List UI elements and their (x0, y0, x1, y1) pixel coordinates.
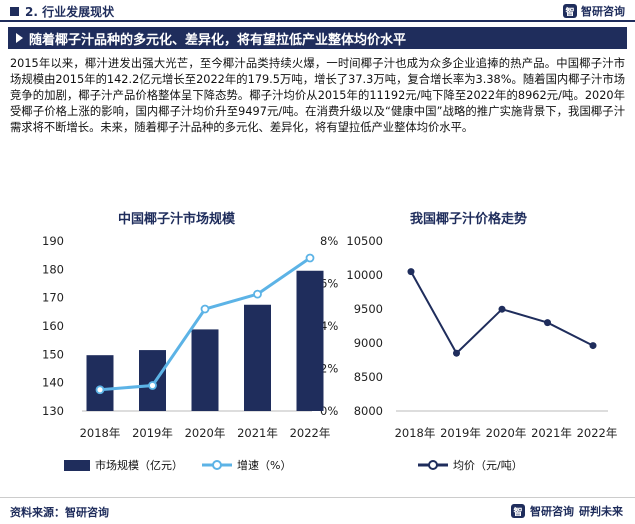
price-point (498, 305, 506, 313)
market-size-bar (191, 329, 219, 411)
left-tick-label: 10500 (346, 234, 383, 248)
left-tick-label: 130 (42, 404, 64, 418)
legend-label: 均价（元/吨） (453, 459, 523, 472)
x-tick-label: 2019年 (440, 426, 481, 440)
x-tick-label: 2020年 (486, 426, 527, 440)
top-bar: 2. 行业发展现状 智 智研咨询 (0, 0, 635, 22)
x-tick-label: 2018年 (395, 426, 436, 440)
x-tick-label: 2018年 (80, 426, 121, 440)
left-tick-label: 160 (42, 319, 64, 333)
right-tick-label: 4% (320, 319, 338, 333)
headline-text: 随着椰子汁品种的多元化、差异化，将有望拉低产业整体均价水平 (29, 32, 407, 48)
growth-point (200, 304, 210, 314)
left-tick-label: 8500 (354, 370, 383, 384)
left-tick-label: 8000 (354, 404, 383, 418)
legend-growth: 增速（%） (202, 457, 291, 473)
bar-legend-swatch (64, 459, 90, 471)
right-tick-label: 0% (320, 404, 338, 418)
body-paragraph: 2015年以来，椰汁进发出强大光芒，至今椰汁品类持续火爆，一时间椰子汁也成为众多… (10, 57, 625, 134)
triangle-bullet-icon (16, 33, 23, 43)
left-tick-label: 140 (42, 376, 64, 390)
market-size-bar (296, 270, 324, 411)
left-tick-label: 10000 (346, 268, 383, 282)
footer-slogan: 研判未来 (579, 505, 623, 518)
x-tick-label: 2021年 (531, 426, 572, 440)
square-bullet-icon (10, 7, 19, 16)
section-title: 2. 行业发展现状 (10, 3, 114, 20)
headline-banner: 随着椰子汁品种的多元化、差异化，将有望拉低产业整体均价水平 (8, 27, 627, 49)
x-tick-label: 2022年 (290, 426, 331, 440)
market-size-bar (139, 350, 166, 411)
legend-market-size: 市场规模（亿元） (64, 457, 183, 473)
chart-title-price: 我国椰子汁价格走势 (410, 212, 528, 227)
left-tick-label: 180 (42, 262, 64, 276)
price-point (544, 319, 551, 327)
zhiyan-logo-icon: 智 (563, 4, 577, 18)
left-tick-label: 170 (42, 291, 64, 305)
zhiyan-logo-icon: 智 (511, 504, 525, 518)
brand-name: 智研咨询 (581, 5, 625, 18)
growth-point (95, 385, 105, 395)
growth-point (305, 253, 315, 263)
chart-title-market: 中国椰子汁市场规模 (118, 212, 236, 227)
market-size-chart: 130 140 150 160 170 180 190 0% 2% 4% 6% 8% 2018年 2019… (42, 234, 338, 440)
footer: 资料来源：智研咨询 智 智研咨询 研判未来 (0, 497, 635, 524)
market-size-bar (244, 304, 271, 411)
legend-label: 增速（%） (237, 459, 292, 472)
growth-point (253, 289, 262, 299)
market-size-bar (86, 355, 114, 411)
right-tick-label: 2% (320, 362, 338, 376)
section-title-text: 2. 行业发展现状 (25, 5, 115, 19)
brand-header: 智 智研咨询 (563, 3, 625, 19)
legend-price: 均价（元/吨） (418, 457, 523, 473)
right-tick-label: 6% (320, 277, 338, 291)
footer-brand: 智研咨询 (530, 505, 574, 518)
price-point (407, 268, 415, 276)
source-note: 资料来源：智研咨询 (10, 506, 109, 519)
x-tick-label: 2020年 (185, 426, 226, 440)
left-tick-label: 190 (42, 234, 64, 248)
line-legend-swatch (202, 460, 232, 470)
price-point (589, 342, 597, 350)
x-tick-label: 2021年 (237, 426, 278, 440)
legend-label: 市场规模（亿元） (95, 459, 183, 472)
left-tick-label: 9000 (354, 336, 383, 350)
price-point (453, 349, 460, 357)
x-tick-label: 2022年 (577, 426, 618, 440)
growth-point (148, 381, 157, 390)
left-tick-label: 9500 (354, 302, 383, 316)
right-tick-label: 8% (320, 234, 338, 248)
brand-footer: 智 智研咨询 研判未来 (511, 503, 623, 519)
line-legend-swatch (418, 460, 448, 470)
price-trend-chart: 8000 8500 9000 9500 10000 10500 2018年 2019年 2020… (346, 234, 618, 440)
x-tick-label: 2019年 (132, 426, 173, 440)
left-tick-label: 150 (42, 347, 64, 361)
